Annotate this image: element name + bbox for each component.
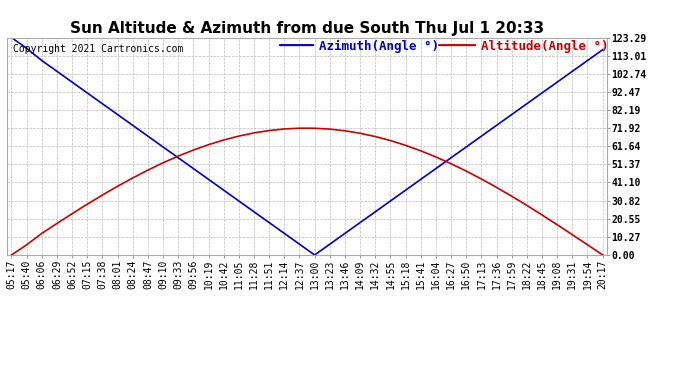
Title: Sun Altitude & Azimuth from due South Thu Jul 1 20:33: Sun Altitude & Azimuth from due South Th… — [70, 21, 544, 36]
Text: Azimuth(Angle °): Azimuth(Angle °) — [319, 40, 439, 53]
Text: Copyright 2021 Cartronics.com: Copyright 2021 Cartronics.com — [13, 44, 184, 54]
Text: Altitude(Angle °): Altitude(Angle °) — [481, 40, 609, 53]
